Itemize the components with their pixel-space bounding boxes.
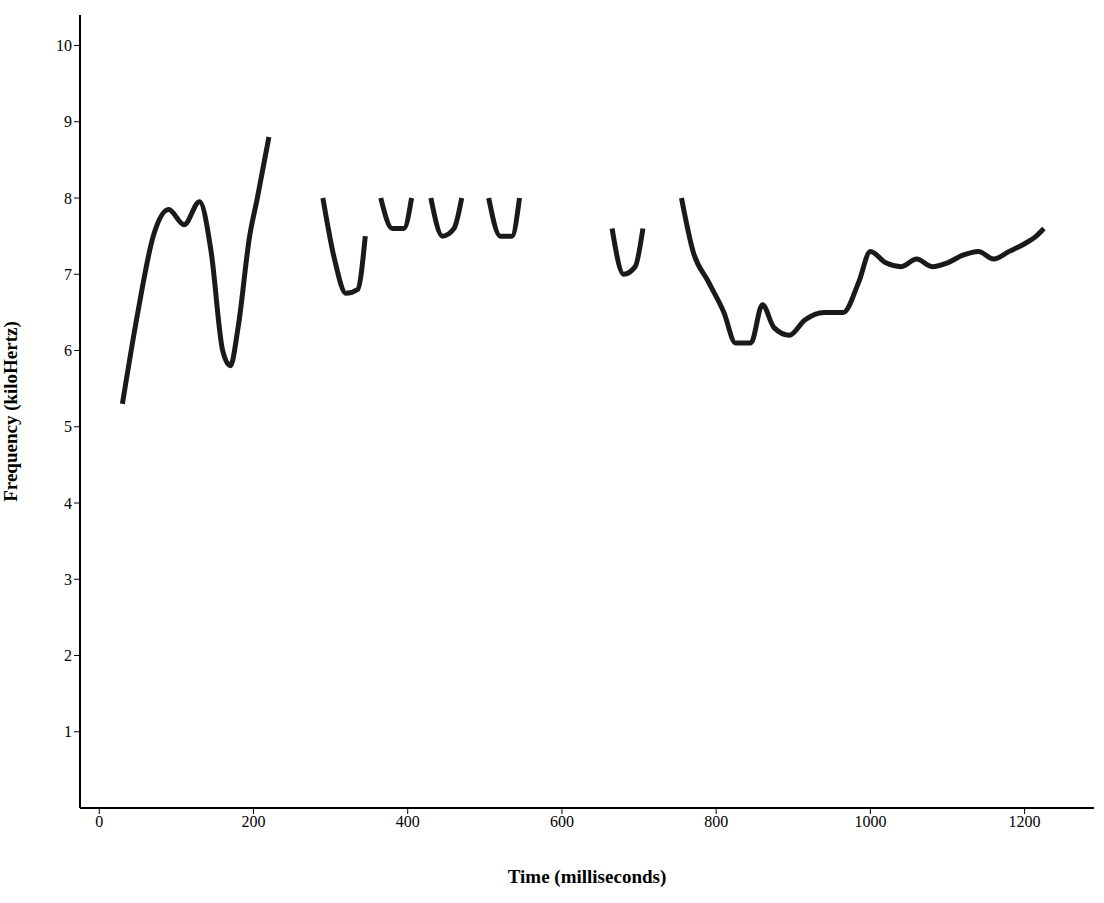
svg-text:Time (milliseconds): Time (milliseconds) <box>508 866 667 888</box>
svg-text:1000: 1000 <box>854 813 886 830</box>
svg-text:5: 5 <box>64 418 72 435</box>
svg-text:9: 9 <box>64 113 72 130</box>
svg-text:7: 7 <box>64 266 72 283</box>
svg-text:3: 3 <box>64 571 72 588</box>
svg-text:8: 8 <box>64 190 72 207</box>
svg-text:2: 2 <box>64 647 72 664</box>
svg-text:10: 10 <box>56 37 72 54</box>
svg-text:200: 200 <box>241 813 265 830</box>
svg-text:1200: 1200 <box>1009 813 1041 830</box>
svg-text:0: 0 <box>95 813 103 830</box>
svg-text:4: 4 <box>64 495 72 512</box>
svg-text:Frequency (kiloHertz): Frequency (kiloHertz) <box>0 321 22 502</box>
svg-text:400: 400 <box>396 813 420 830</box>
svg-text:6: 6 <box>64 342 72 359</box>
svg-text:600: 600 <box>550 813 574 830</box>
svg-text:1: 1 <box>64 723 72 740</box>
svg-text:800: 800 <box>704 813 728 830</box>
